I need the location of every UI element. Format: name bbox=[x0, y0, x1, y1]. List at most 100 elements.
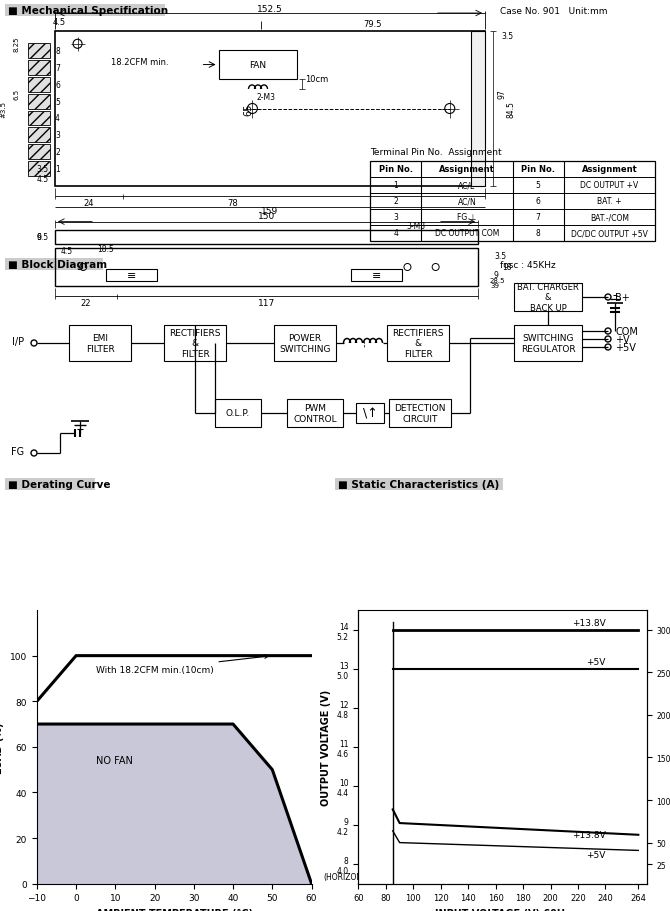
Polygon shape bbox=[37, 724, 312, 884]
Text: 5: 5 bbox=[536, 181, 541, 190]
X-axis label: AMBIENT TEMPERATURE (°C): AMBIENT TEMPERATURE (°C) bbox=[96, 908, 253, 911]
Text: DETECTION
CIRCUIT: DETECTION CIRCUIT bbox=[394, 404, 446, 424]
Bar bbox=[5, 259, 103, 271]
Text: 28.5: 28.5 bbox=[490, 278, 505, 284]
Text: +5V: +5V bbox=[615, 343, 636, 353]
Text: 4.5: 4.5 bbox=[37, 174, 49, 183]
Y-axis label: LOAD (%): LOAD (%) bbox=[0, 722, 4, 773]
Text: I/P: I/P bbox=[12, 337, 24, 346]
Bar bbox=[514, 283, 582, 312]
Text: +5V: +5V bbox=[586, 657, 606, 666]
Text: 1: 1 bbox=[393, 181, 398, 190]
Text: ■ Derating Curve: ■ Derating Curve bbox=[8, 479, 111, 489]
Bar bbox=[28, 128, 50, 143]
Text: DC OUTPUT +V: DC OUTPUT +V bbox=[580, 181, 639, 190]
Text: ■ Static Characteristics (A): ■ Static Characteristics (A) bbox=[338, 479, 499, 489]
Text: 1: 1 bbox=[55, 165, 60, 174]
Bar bbox=[218, 51, 297, 80]
Text: 6.5: 6.5 bbox=[13, 88, 19, 99]
Bar bbox=[389, 400, 451, 427]
Text: 8.25: 8.25 bbox=[13, 36, 19, 52]
Text: 152.5: 152.5 bbox=[257, 5, 283, 14]
Text: fosc : 45KHz: fosc : 45KHz bbox=[500, 261, 555, 270]
Bar bbox=[28, 162, 50, 177]
Text: +V: +V bbox=[615, 334, 630, 344]
Bar bbox=[215, 400, 261, 427]
Text: 65: 65 bbox=[243, 103, 253, 116]
Bar bbox=[28, 61, 50, 76]
Text: 8: 8 bbox=[55, 46, 60, 56]
Text: DC/DC OUTPUT +5V: DC/DC OUTPUT +5V bbox=[571, 230, 648, 239]
Text: (HORIZONTAL): (HORIZONTAL) bbox=[324, 872, 379, 881]
Text: ■ Block Diagram: ■ Block Diagram bbox=[8, 260, 107, 270]
Text: With 18.2CFM min.(10cm): With 18.2CFM min.(10cm) bbox=[96, 655, 268, 674]
Bar bbox=[55, 32, 485, 187]
Text: 6: 6 bbox=[536, 198, 541, 206]
Text: 117: 117 bbox=[258, 298, 275, 307]
Bar bbox=[471, 32, 485, 187]
Text: ≡: ≡ bbox=[127, 271, 136, 281]
Text: Pin No.: Pin No. bbox=[379, 165, 413, 174]
Text: B+: B+ bbox=[615, 292, 630, 302]
Bar bbox=[69, 325, 131, 362]
Text: 84.5: 84.5 bbox=[507, 101, 516, 118]
Text: 3-M3: 3-M3 bbox=[407, 222, 425, 230]
Text: 8: 8 bbox=[536, 230, 541, 239]
Bar bbox=[287, 400, 343, 427]
Text: DC OUTPUT COM: DC OUTPUT COM bbox=[435, 230, 499, 239]
Bar bbox=[28, 111, 50, 127]
Text: 97: 97 bbox=[497, 89, 506, 98]
Text: 18: 18 bbox=[502, 263, 511, 272]
Text: +5V: +5V bbox=[586, 851, 606, 859]
Text: BAT. CHARGER
&
BACK UP: BAT. CHARGER & BACK UP bbox=[517, 282, 579, 312]
Text: 7: 7 bbox=[536, 213, 541, 222]
Text: 7: 7 bbox=[55, 64, 60, 73]
Text: SWITCHING
REGULATOR: SWITCHING REGULATOR bbox=[521, 334, 576, 353]
Bar bbox=[356, 404, 384, 424]
Bar bbox=[164, 325, 226, 362]
Text: RECTIFIERS
&
FILTER: RECTIFIERS & FILTER bbox=[170, 329, 220, 359]
Text: 22: 22 bbox=[81, 298, 91, 307]
Text: 3: 3 bbox=[55, 131, 60, 140]
Bar bbox=[28, 145, 50, 160]
Bar bbox=[55, 249, 478, 287]
Text: FG ⊥: FG ⊥ bbox=[458, 213, 476, 222]
Text: ≡: ≡ bbox=[372, 271, 381, 281]
Text: FAN: FAN bbox=[249, 61, 267, 70]
Text: 150: 150 bbox=[258, 212, 275, 220]
Text: \↑: \↑ bbox=[362, 407, 377, 420]
Text: 2: 2 bbox=[55, 148, 60, 157]
Text: FG: FG bbox=[11, 446, 24, 456]
Text: O.L.P.: O.L.P. bbox=[226, 409, 250, 418]
Text: Assignment: Assignment bbox=[439, 165, 494, 174]
Bar bbox=[514, 325, 582, 362]
Bar bbox=[28, 44, 50, 59]
Text: 4: 4 bbox=[55, 114, 60, 123]
Text: 3.5: 3.5 bbox=[37, 164, 49, 173]
Bar bbox=[5, 5, 165, 17]
Text: 2-M3: 2-M3 bbox=[257, 93, 275, 102]
Bar bbox=[370, 162, 655, 241]
Bar bbox=[335, 478, 503, 490]
Bar bbox=[274, 325, 336, 362]
Text: 39: 39 bbox=[490, 283, 499, 289]
Text: 3.5: 3.5 bbox=[501, 32, 513, 41]
Bar bbox=[5, 478, 95, 490]
Text: POWER
SWITCHING: POWER SWITCHING bbox=[279, 334, 331, 353]
Text: 24: 24 bbox=[84, 199, 94, 208]
Text: RECTIFIERS
&
FILTER: RECTIFIERS & FILTER bbox=[392, 329, 444, 359]
Text: BAT.-/COM: BAT.-/COM bbox=[590, 213, 629, 222]
Text: 10cm: 10cm bbox=[306, 76, 329, 85]
Text: AC/N: AC/N bbox=[458, 198, 476, 206]
Text: 18.5: 18.5 bbox=[97, 244, 114, 253]
Text: 3: 3 bbox=[393, 213, 398, 222]
Text: 2: 2 bbox=[393, 198, 398, 206]
Text: Pin No.: Pin No. bbox=[521, 165, 555, 174]
Text: NO FAN: NO FAN bbox=[96, 755, 133, 765]
Text: #3.5: #3.5 bbox=[0, 101, 6, 118]
Bar bbox=[106, 270, 157, 281]
Text: ■ Mechanical Specification: ■ Mechanical Specification bbox=[8, 6, 168, 16]
Bar bbox=[28, 95, 50, 109]
Text: 3.5: 3.5 bbox=[494, 251, 506, 261]
Bar bbox=[387, 325, 449, 362]
